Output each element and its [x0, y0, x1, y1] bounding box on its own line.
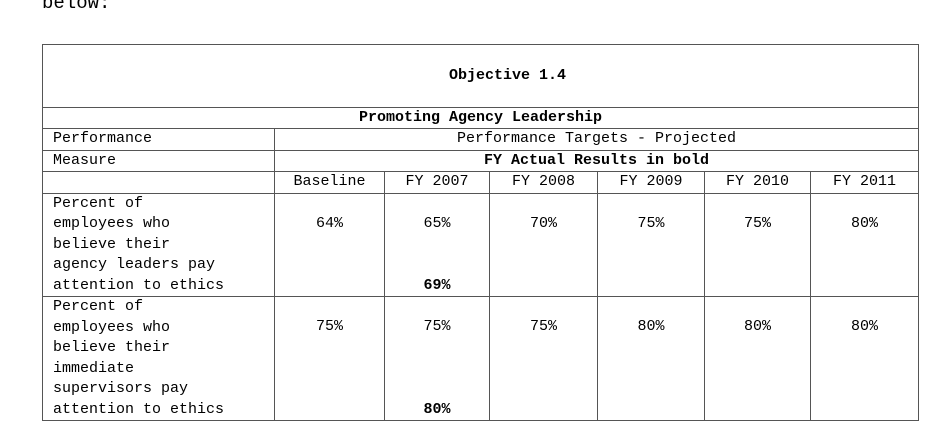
table-row: Percent of employees who believe their a… — [42, 192, 919, 297]
blank-header-cell — [42, 171, 275, 194]
value-text: 75% — [423, 318, 451, 335]
value-text: 75% — [637, 214, 665, 232]
actuals-header-row: Measure FY Actual Results in bold — [42, 149, 919, 172]
column-header-row: Baseline FY 2007 FY 2008 FY 2009 FY 2010… — [42, 171, 919, 194]
value-cell-baseline: 64% — [274, 192, 385, 297]
value-cell-fy2008: 75% — [489, 296, 598, 421]
value-text: 65% — [423, 214, 451, 232]
value-cell-fy2009: 75% — [597, 192, 705, 297]
table-row: Percent of employees who believe their i… — [42, 296, 919, 421]
value-cell-fy2007: 75% 80% — [384, 296, 490, 421]
intro-text: below: — [42, 0, 111, 14]
value-text: 70% — [529, 214, 557, 232]
value-text: 80% — [850, 214, 878, 232]
actual-result: 80% — [423, 400, 451, 418]
value-text: 80% — [850, 318, 878, 335]
value-cell-fy2011: 80% — [810, 192, 919, 297]
targets-header: Performance Targets - Projected — [274, 128, 919, 151]
value-text: 75% — [529, 318, 557, 335]
objective-title: Promoting Agency Leadership — [42, 106, 919, 129]
value-text: 80% — [637, 318, 665, 335]
actual-result: 69% — [423, 276, 451, 294]
objective-title-row: Promoting Agency Leadership — [42, 106, 919, 129]
measure-cell: Percent of employees who believe their a… — [42, 192, 275, 297]
targets-header-row: Performance Performance Targets - Projec… — [42, 128, 919, 151]
measure-label-cell-2: Measure — [42, 149, 275, 172]
value-text: 80% — [743, 318, 771, 335]
value-cell-fy2011: 80% — [810, 296, 919, 421]
column-header-fy2009: FY 2009 — [597, 171, 705, 194]
objective-label: Objective 1.4 — [448, 66, 567, 84]
objective-heading: Objective 1.4 — [42, 44, 919, 108]
column-header-fy2008: FY 2008 — [489, 171, 598, 194]
measure-cell: Percent of employees who believe their i… — [42, 296, 275, 421]
value-cell-fy2009: 80% — [597, 296, 705, 421]
value-cell-fy2007: 65% 69% — [384, 192, 490, 297]
column-header-fy2010: FY 2010 — [704, 171, 811, 194]
objective-row: Objective 1.4 — [42, 44, 919, 108]
column-header-baseline: Baseline — [274, 171, 385, 194]
actuals-header: FY Actual Results in bold — [274, 149, 919, 172]
value-cell-baseline: 75% — [274, 296, 385, 421]
value-cell-fy2010: 80% — [704, 296, 811, 421]
column-header-fy2011: FY 2011 — [810, 171, 919, 194]
value-text: 75% — [743, 214, 771, 232]
column-header-fy2007: FY 2007 — [384, 171, 490, 194]
value-text: 75% — [315, 318, 343, 335]
performance-table: Objective 1.4 Promoting Agency Leadershi… — [42, 44, 919, 421]
value-cell-fy2008: 70% — [489, 192, 598, 297]
value-text: 64% — [315, 214, 343, 232]
measure-label-cell: Performance — [42, 128, 275, 151]
value-cell-fy2010: 75% — [704, 192, 811, 297]
